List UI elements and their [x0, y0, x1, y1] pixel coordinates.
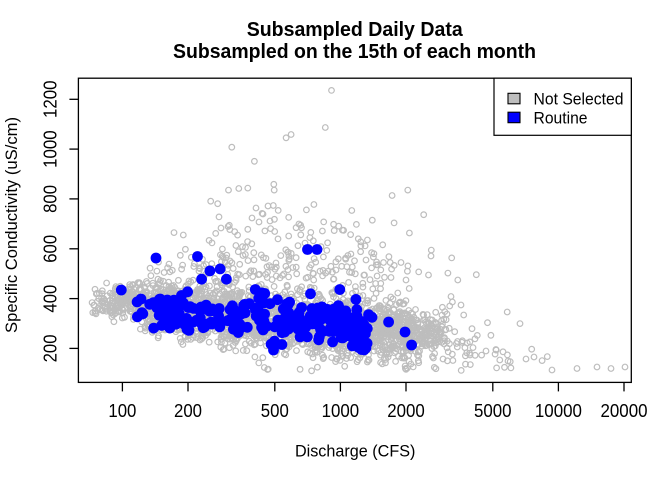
svg-text:200: 200 [40, 334, 60, 362]
svg-text:Discharge (CFS): Discharge (CFS) [295, 441, 416, 460]
svg-text:Routine: Routine [534, 110, 588, 128]
svg-text:600: 600 [40, 235, 60, 263]
svg-text:Not Selected: Not Selected [534, 90, 624, 108]
svg-text:2000: 2000 [387, 401, 425, 421]
svg-text:400: 400 [40, 285, 60, 313]
svg-text:1000: 1000 [322, 401, 360, 421]
svg-text:20000: 20000 [601, 401, 648, 421]
svg-text:1000: 1000 [40, 130, 60, 168]
svg-text:800: 800 [40, 185, 60, 213]
svg-text:Subsampled Daily Data: Subsampled Daily Data [247, 19, 464, 41]
svg-text:Specific Conductivity (uS/cm): Specific Conductivity (uS/cm) [2, 117, 21, 333]
svg-text:5000: 5000 [474, 401, 512, 421]
svg-text:Subsampled on the 15th of each: Subsampled on the 15th of each month [173, 41, 536, 63]
svg-text:200: 200 [174, 401, 202, 421]
svg-text:10000: 10000 [535, 401, 582, 421]
svg-text:100: 100 [108, 401, 136, 421]
svg-text:500: 500 [261, 401, 289, 421]
svg-text:1200: 1200 [40, 81, 60, 119]
